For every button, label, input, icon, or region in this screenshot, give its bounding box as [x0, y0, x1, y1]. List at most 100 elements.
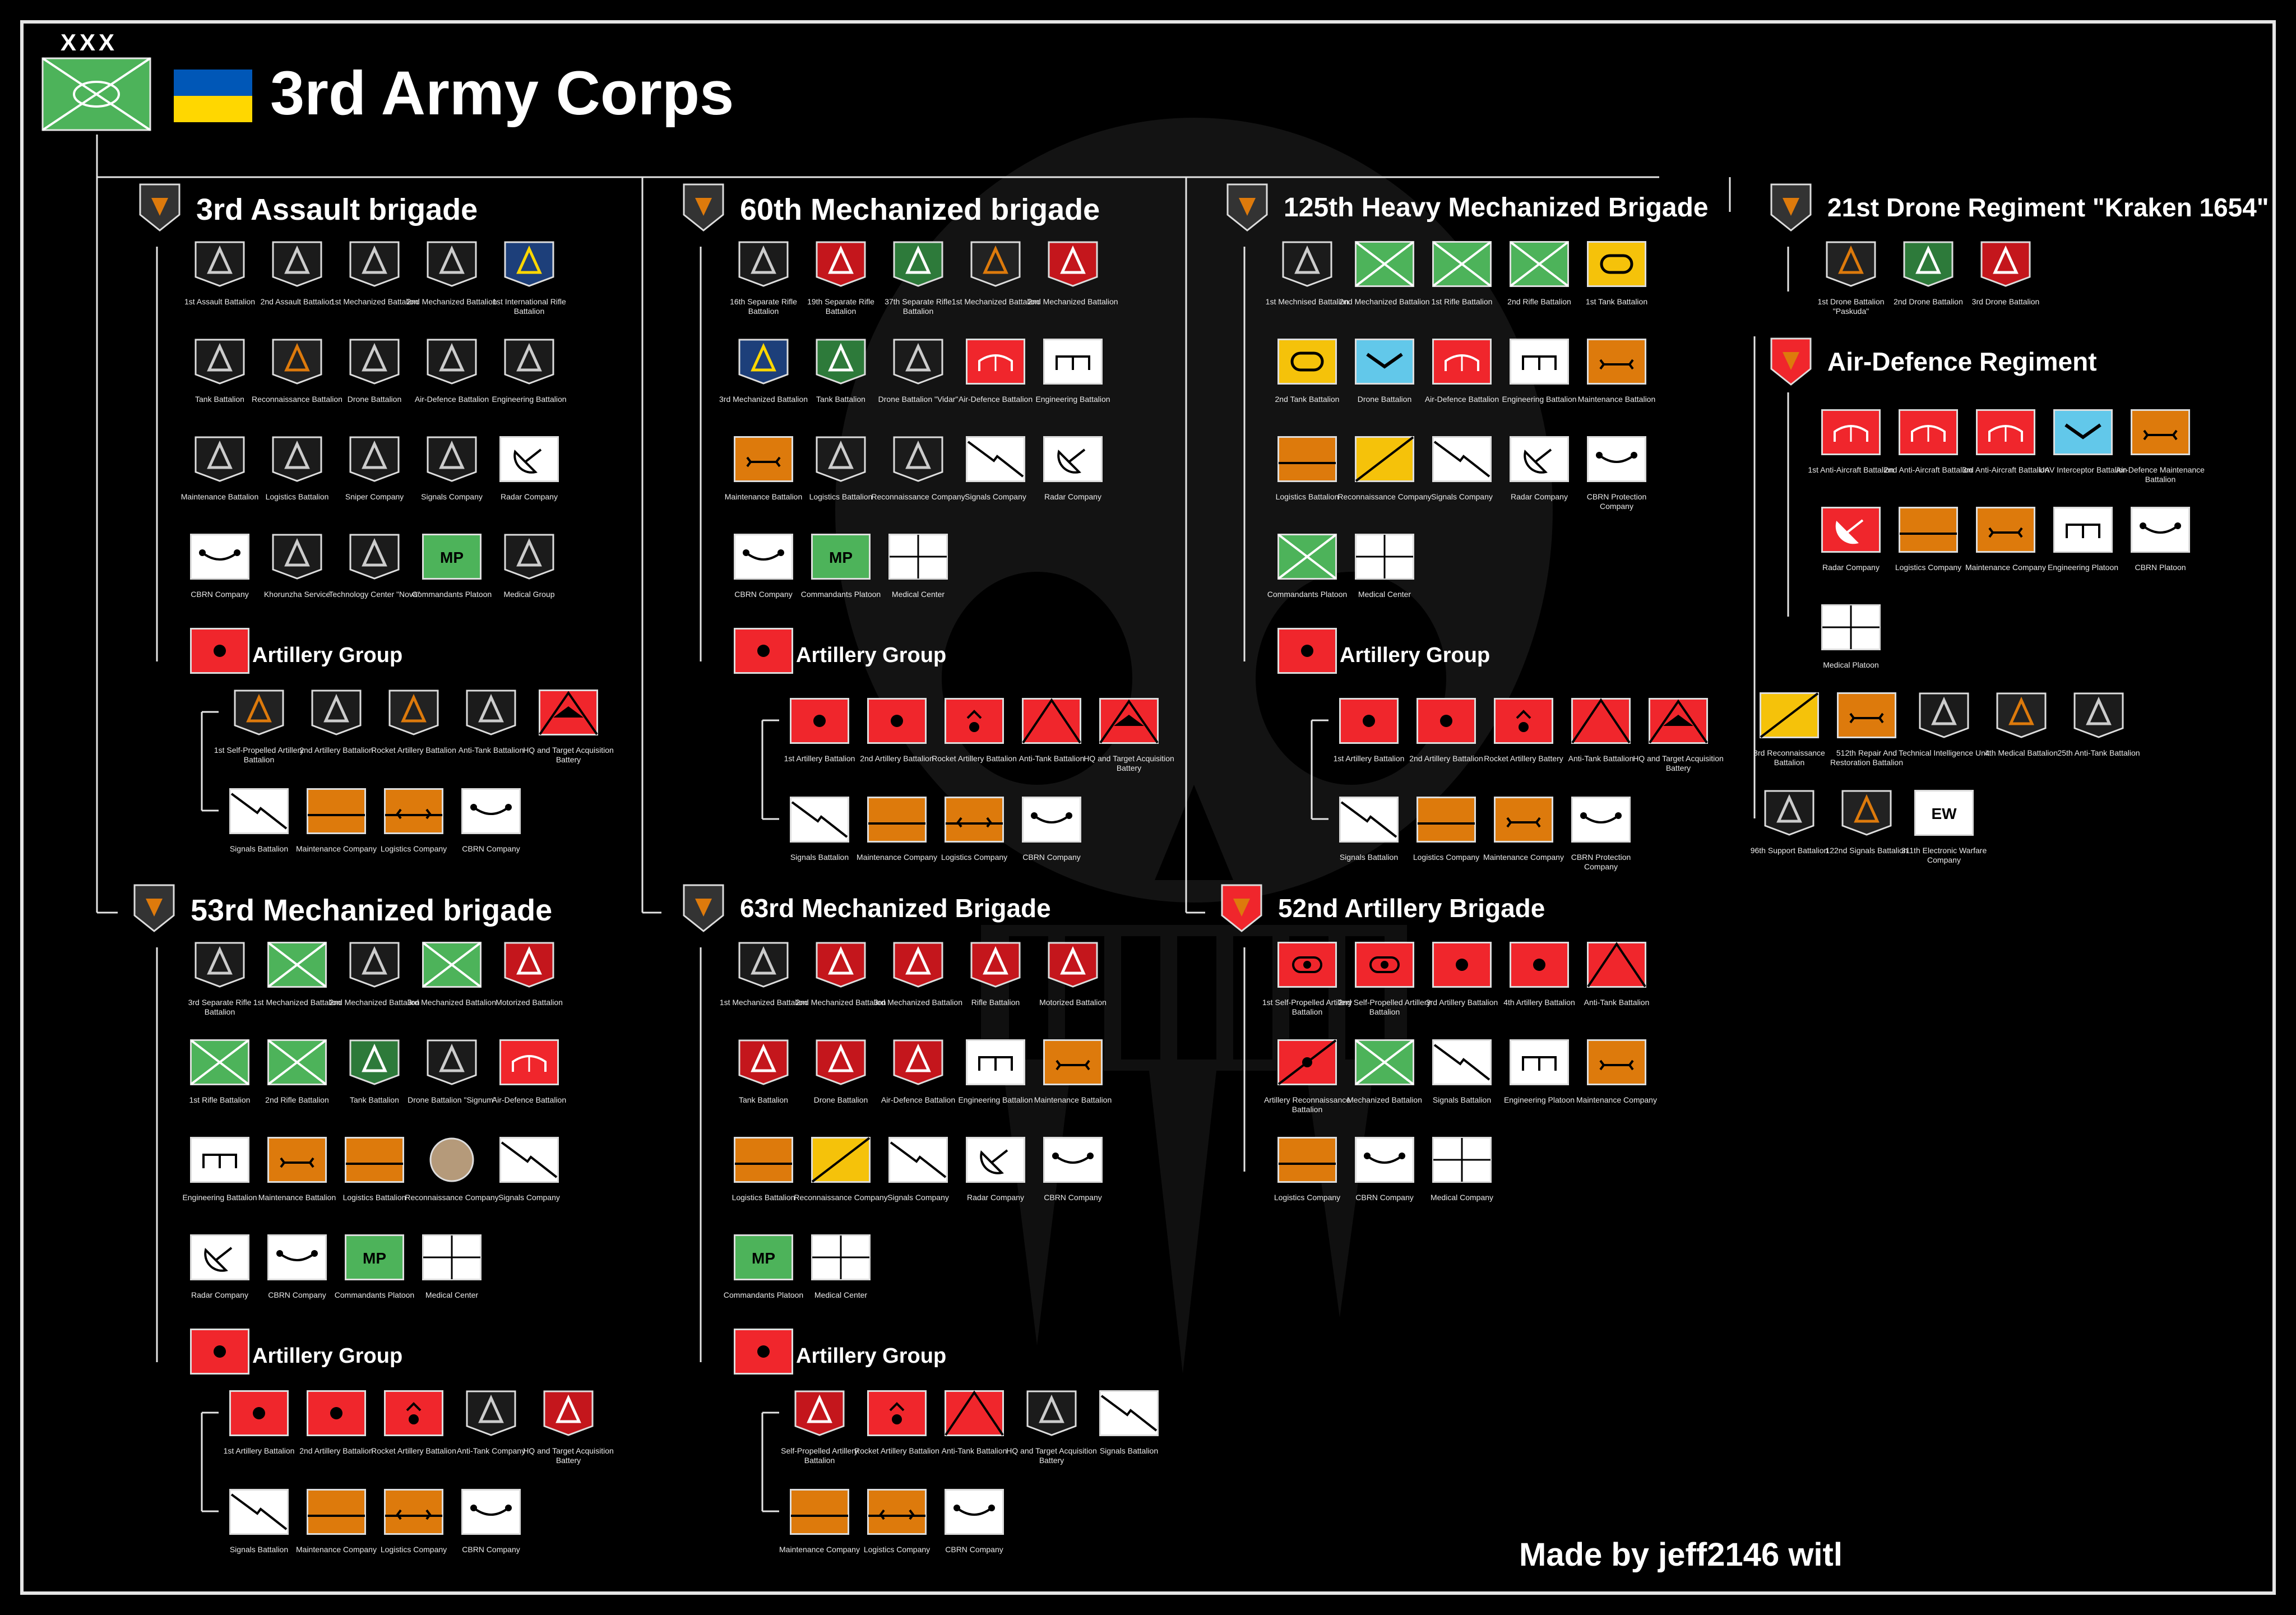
- unit-3rd-mechanized-battalion: 3rd Mechanized Battalion: [408, 942, 496, 1026]
- unit-sniper-company: Sniper Company: [340, 436, 409, 520]
- rocket-icon: [945, 698, 1004, 744]
- artillery-group-title: Artillery Group: [252, 644, 403, 667]
- unit-label: Reconnaissance Battalion: [252, 395, 342, 404]
- unit-label: Signals Company: [887, 1193, 949, 1202]
- unit-label: Medical Center: [891, 590, 945, 599]
- anti-tank-icon: [1571, 698, 1631, 744]
- unit-maintenance-company: Maintenance Company: [1576, 1039, 1657, 1123]
- patch-dark-icon: [461, 1390, 521, 1436]
- unit-label: Commandants Platoon: [1267, 590, 1348, 599]
- page-frame: [20, 20, 2276, 1595]
- maintenance-icon: [1494, 797, 1553, 843]
- radar-icon: [966, 1137, 1025, 1183]
- unit-label: 1st Self-Propelled Artillery Battalion: [214, 746, 304, 764]
- unit-maintenance-company: Maintenance Company: [1483, 797, 1564, 881]
- radar-icon: [1510, 436, 1569, 482]
- recon-icon: [1760, 692, 1819, 738]
- mp-icon: MP: [422, 534, 482, 580]
- patch-dark-icon: [422, 339, 482, 385]
- anti-tank-icon: [1587, 942, 1646, 988]
- brigade-emblem-icon: [135, 182, 185, 233]
- unit-label: Signals Battalion: [229, 844, 289, 853]
- maintenance-icon: [1976, 507, 2035, 553]
- signals-icon: [966, 436, 1025, 482]
- unit-label: Logistics Battalion: [265, 492, 329, 501]
- unit-label: 122nd Signals Battalion: [1825, 846, 1908, 855]
- corps-size-marker: XXX: [61, 29, 118, 55]
- infantry-icon: [422, 942, 482, 988]
- unit-signals-company: Signals Company: [883, 1137, 953, 1221]
- unit-label: 2nd Mechanized Battalion: [795, 998, 886, 1007]
- unit-logistics-company: Logistics Company: [939, 797, 1009, 881]
- unit-cbrn-company: CBRN Company: [1350, 1137, 1419, 1221]
- engineering-icon: [190, 1137, 249, 1183]
- unit-label: Logistics Battalion: [809, 492, 873, 501]
- unit-label: 2nd Drone Battalion: [1894, 297, 1963, 306]
- unit-maintenance-company: Maintenance Company: [296, 788, 377, 872]
- infantry-icon: [1432, 241, 1492, 287]
- unit-cbrn-company: CBRN Company: [185, 534, 254, 618]
- unit-label: 19th Separate Rifle Battalion: [807, 297, 874, 316]
- unit-1st-artillery-battalion: 1st Artillery Battalion: [1334, 698, 1404, 782]
- unit-label: CBRN Company: [1355, 1193, 1414, 1202]
- unit-label: 1st Mechanized Battalion: [951, 297, 1040, 306]
- unit-logistics-battalion: Logistics Battalion: [1272, 436, 1342, 520]
- unit-16th-separate-rifle-battalion: 16th Separate Rifle Battalion: [729, 241, 798, 325]
- unit-2nd-mechanized-battalion: 2nd Mechanized Battalion: [1027, 241, 1118, 325]
- medical-icon: [1355, 534, 1414, 580]
- unit-label: Maintenance Company: [1576, 1095, 1657, 1104]
- patch-green-icon: [345, 1039, 404, 1085]
- unit-label: 2nd Assault Battalion: [260, 297, 334, 306]
- unit-self-propelled-artillery-battalion: Self-Propelled Artillery Battalion: [781, 1390, 858, 1474]
- unit-label: Sniper Company: [345, 492, 404, 501]
- unit-2nd-assault-battalion: 2nd Assault Battalion: [261, 241, 334, 325]
- unit-drone-battalion-signum: Drone Battalion "Signum": [408, 1039, 496, 1123]
- unit-label: Maintenance Company: [779, 1545, 860, 1554]
- unit-signals-company: Signals Company: [1427, 436, 1497, 520]
- unit-hq-and-target-acquisition-battery: HQ and Target Acquisition Battery: [523, 690, 614, 774]
- unit-1st-mechanized-battalion: 1st Mechanized Battalion: [331, 241, 418, 325]
- unit-label: Commandants Platoon: [334, 1290, 415, 1299]
- cbrn-icon: [1587, 436, 1646, 482]
- brigade-title: 60th Mechanized brigade: [740, 193, 1100, 226]
- patch-red-icon: [1976, 241, 2035, 287]
- unit-label: Engineering Battalion: [1035, 395, 1110, 404]
- medical-icon: [888, 534, 948, 580]
- unit-1st-mechanized-battalion: 1st Mechanized Battalion: [253, 942, 341, 1026]
- patch-orange-icon: [966, 241, 1025, 287]
- patch-dark-icon: [811, 436, 871, 482]
- unit-logistics-battalion: Logistics Battalion: [806, 436, 876, 520]
- patch-green-icon: [811, 339, 871, 385]
- patch-red-icon: [811, 241, 871, 287]
- unit-label: 3rd Anti-Aircraft Battalion: [1962, 465, 2049, 474]
- unit-label: CBRN Company: [462, 1545, 520, 1554]
- unit-label: 2nd Artillery Battalion: [299, 1446, 373, 1455]
- patch-dark-icon: [2069, 692, 2128, 738]
- unit-label: 1st Rifle Battalion: [1431, 297, 1493, 306]
- unit-label: 1st Self-Propelled Artillery Battalion: [1262, 998, 1353, 1016]
- unit-: [729, 1329, 798, 1413]
- maint-bar-icon: [307, 788, 366, 834]
- unit-label: Maintenance Battalion: [1577, 395, 1656, 404]
- unit-label: 1st Artillery Battalion: [223, 1446, 295, 1455]
- unit-signals-company: Signals Company: [494, 1137, 564, 1221]
- svg-text:MP: MP: [363, 1250, 386, 1267]
- unit-label: 2nd Anti-Aircraft Battalion: [1884, 465, 1973, 474]
- unit-label: HQ and Target Acquisition Battery: [523, 746, 614, 764]
- unit-reconnaissance-company: Reconnaissance Company: [794, 1137, 888, 1221]
- infantry-icon: [1277, 534, 1337, 580]
- svg-text:MP: MP: [440, 549, 464, 566]
- unit-label: Maintenance Battalion: [1034, 1095, 1112, 1104]
- unit-rocket-artillery-battalion: Rocket Artillery Battalion: [371, 1390, 456, 1474]
- art-recon-icon: [1277, 1039, 1337, 1085]
- unit-label: Engineering Battalion: [492, 395, 567, 404]
- infantry-icon: [267, 1039, 327, 1085]
- rocket-icon: [1494, 698, 1553, 744]
- patch-red-icon: [888, 1039, 948, 1085]
- unit-logistics-battalion: Logistics Battalion: [729, 1137, 798, 1221]
- unit-label: Rocket Artillery Battalion: [371, 746, 456, 755]
- unit-37th-separate-rifle-battalion: 37th Separate Rifle Battalion: [883, 241, 953, 325]
- unit-label: 311th Electronic Warfare Company: [1901, 846, 1987, 864]
- patch-dark-icon: [1022, 1390, 1081, 1436]
- maintenance-icon: [2131, 409, 2190, 455]
